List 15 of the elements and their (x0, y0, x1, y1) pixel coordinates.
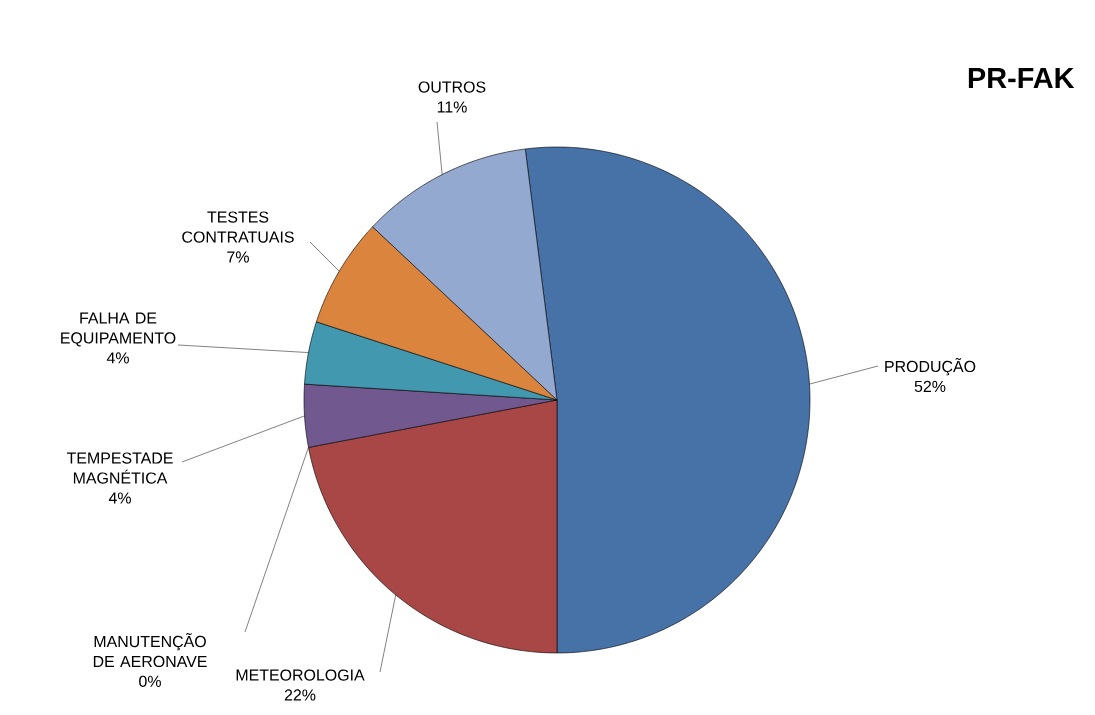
slice-label: OUTROS (418, 81, 486, 93)
category-label: MANUTENÇÃO DE AERONAVE (93, 633, 207, 668)
slice-label: FALHA DE EQUIPAMENTO (61, 312, 176, 347)
data-label: 22% (284, 689, 316, 701)
chart-title: PR-FAK (968, 68, 1075, 88)
slice-label: METEOROLOGIA (236, 669, 365, 681)
data-label: 4% (108, 492, 131, 504)
data-label: 11% (437, 101, 467, 113)
data-label: 52% (914, 380, 946, 393)
data-label: 7% (227, 251, 249, 263)
slice-label: TESTES CONTRATUAIS (182, 211, 294, 243)
slice-label: TEMPESTADE MAGNÉTICA (66, 452, 173, 484)
slice-label: PRODUÇÃO (885, 357, 976, 376)
text: 0% (139, 675, 161, 687)
data-label: 4% (106, 352, 129, 364)
